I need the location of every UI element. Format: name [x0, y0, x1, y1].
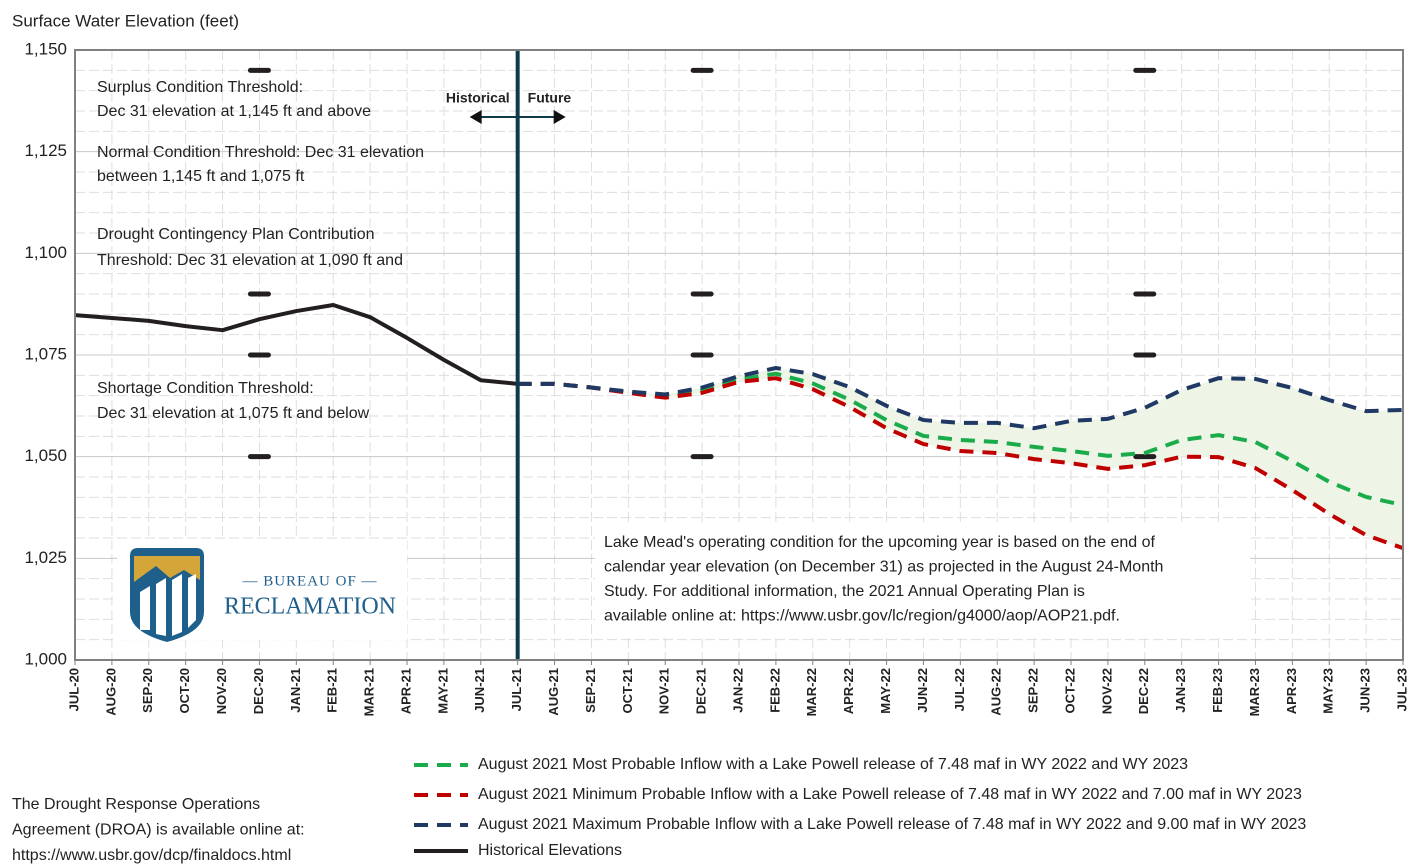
annotation: Normal Condition Threshold: Dec 31 eleva… [97, 144, 424, 161]
annotation: Dec 31 elevation at 1,075 ft and below [97, 405, 370, 422]
logo-pillars [140, 574, 196, 636]
x-tick-label: AUG-20 [103, 668, 118, 716]
x-tick-label: SEP-20 [140, 668, 155, 713]
note-text: The Drought Response Operations [12, 796, 260, 813]
x-tick-label: JUN-21 [472, 668, 487, 713]
y-tick-label: 1,150 [24, 39, 67, 58]
annotation: Surplus Condition Threshold: [97, 79, 303, 96]
x-tick-label: NOV-22 [1099, 668, 1114, 714]
series-line [517, 366, 1404, 431]
x-tick-label: FEB-22 [767, 668, 782, 713]
x-tick-label: NOV-20 [214, 668, 229, 714]
x-tick-label: JAN-22 [730, 668, 745, 713]
series-line [517, 376, 1404, 551]
x-tick-label: AUG-21 [546, 668, 561, 716]
legend-label: August 2021 Maximum Probable Inflow with… [478, 816, 1306, 833]
info-text: Study. For additional information, the 2… [604, 583, 1085, 600]
annotation: Drought Contingency Plan Contribution [97, 226, 375, 243]
x-tick-label: OCT-22 [1062, 668, 1077, 714]
divider-right-label: Future [528, 90, 572, 106]
logo-bottom: RECLAMATION [224, 594, 396, 620]
x-tick-label: MAR-23 [1247, 668, 1262, 716]
x-tick-label: JUL-20 [66, 668, 81, 711]
y-tick-label: 1,100 [24, 243, 67, 262]
info-box [595, 524, 1250, 636]
x-tick-label: OCT-21 [620, 668, 635, 714]
divider-left-label: Historical [446, 90, 510, 106]
range-band [517, 368, 1403, 549]
legend-label: August 2021 Minimum Probable Inflow with… [478, 786, 1302, 803]
x-tick-label: MAY-21 [435, 668, 450, 714]
y-axis-title: Surface Water Elevation (feet) [12, 11, 239, 30]
arrow-head [469, 110, 482, 124]
x-tick-label: NOV-21 [657, 668, 672, 714]
plot-border [74, 49, 1404, 661]
series-line [74, 302, 518, 386]
x-tick-label: DEC-20 [251, 668, 266, 714]
x-tick-label: OCT-20 [177, 668, 192, 714]
x-tick-label: MAY-23 [1321, 668, 1336, 714]
legend-label: Historical Elevations [478, 842, 622, 859]
x-tick-label: JUL-21 [509, 668, 524, 711]
note-text: Agreement (DROA) is available online at: [12, 822, 305, 839]
x-tick-label: SEP-21 [583, 668, 598, 713]
x-tick-label: JUL-23 [1394, 668, 1409, 711]
x-tick-label: SEP-22 [1026, 668, 1041, 713]
info-text: available online at: https://www.usbr.go… [604, 608, 1120, 625]
x-tick-label: JUN-23 [1358, 668, 1373, 713]
y-tick-label: 1,075 [24, 344, 67, 363]
y-tick-label: 1,000 [24, 649, 67, 668]
legend-label: August 2021 Most Probable Inflow with a … [478, 756, 1188, 773]
x-tick-label: FEB-23 [1210, 668, 1225, 713]
x-tick-label: DEC-22 [1136, 668, 1151, 714]
y-tick-label: 1,125 [24, 141, 67, 160]
info-text: calendar year elevation (on December 31)… [604, 559, 1163, 576]
arrow-head [553, 110, 566, 124]
annotation: Threshold: Dec 31 elevation at 1,090 ft … [97, 252, 403, 269]
x-tick-label: APR-22 [841, 668, 856, 714]
logo-top: — BUREAU OF — [241, 573, 377, 589]
y-tick-label: 1,050 [24, 446, 67, 465]
annotation: Shortage Condition Threshold: [97, 380, 314, 397]
x-tick-label: AUG-22 [989, 668, 1004, 716]
x-tick-label: APR-21 [398, 668, 413, 714]
annotation: Dec 31 elevation at 1,145 ft and above [97, 103, 371, 120]
x-tick-label: DEC-21 [694, 668, 709, 714]
x-tick-label: JAN-23 [1173, 668, 1188, 713]
y-tick-label: 1,025 [24, 548, 67, 567]
x-tick-label: JUN-22 [915, 668, 930, 713]
x-tick-label: APR-23 [1284, 668, 1299, 714]
note-text: https://www.usbr.gov/dcp/finaldocs.html [12, 847, 291, 864]
annotation: between 1,145 ft and 1,075 ft [97, 168, 305, 185]
info-text: Lake Mead's operating condition for the … [604, 534, 1156, 551]
logo-sun [134, 556, 200, 582]
x-tick-label: JUL-22 [952, 668, 967, 711]
x-tick-label: MAY-22 [878, 668, 893, 714]
x-tick-label: MAR-21 [362, 668, 377, 716]
logo: — BUREAU OF — RECLAMATION [117, 540, 407, 642]
x-tick-label: JAN-21 [288, 668, 303, 713]
x-tick-label: FEB-21 [325, 668, 340, 713]
x-tick-label: MAR-22 [804, 668, 819, 716]
